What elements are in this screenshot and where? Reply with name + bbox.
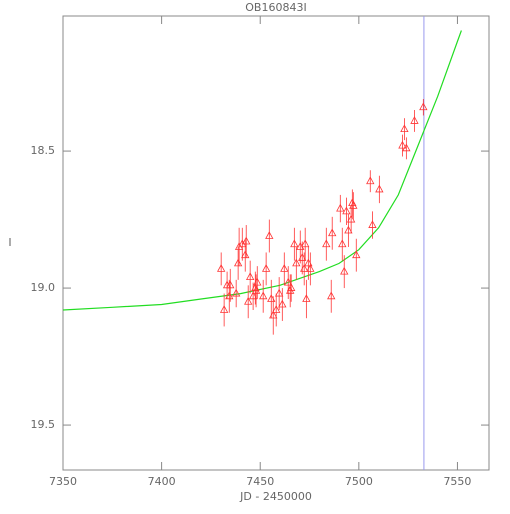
data-point — [419, 102, 428, 111]
data-point — [272, 305, 281, 313]
data-point — [402, 143, 411, 152]
data-point — [259, 291, 268, 300]
data-point — [238, 239, 247, 248]
data-point — [342, 206, 351, 215]
data-point — [327, 291, 336, 300]
data-point — [244, 296, 253, 305]
data-point — [290, 239, 299, 248]
x-tick-label: 7500 — [345, 475, 373, 488]
y-tick-label: 19.5 — [31, 418, 56, 431]
data-point — [344, 225, 353, 234]
data-point — [306, 264, 315, 272]
data-point — [328, 228, 337, 237]
data-point — [265, 231, 274, 239]
data-point — [278, 299, 287, 308]
data-point — [241, 250, 250, 259]
y-tick-label: 19.0 — [31, 281, 56, 294]
data-point — [366, 176, 375, 185]
data-point — [280, 264, 289, 272]
data-point — [410, 116, 419, 124]
plot-frame — [62, 15, 490, 471]
data-point — [269, 310, 278, 319]
x-tick-label: 7400 — [148, 475, 176, 488]
data-point — [287, 283, 296, 291]
data-point — [242, 236, 251, 245]
x-tick-label: 7350 — [49, 475, 77, 488]
data-point — [346, 214, 356, 223]
data-point — [375, 184, 384, 193]
y-axis-label: I — [8, 236, 11, 249]
data-point — [274, 288, 284, 297]
data-point — [348, 198, 357, 207]
data-point — [219, 305, 229, 313]
x-axis-label: JD - 2450000 — [239, 490, 312, 503]
data-point — [340, 266, 349, 275]
model-curve — [62, 30, 462, 311]
chart-title: OB160843I — [245, 1, 306, 14]
data-point — [301, 239, 310, 248]
data-point — [300, 264, 309, 272]
data-point — [368, 220, 377, 228]
data-point — [245, 272, 255, 281]
data-point — [302, 294, 311, 302]
x-tick-label: 7550 — [443, 475, 471, 488]
data-point — [234, 242, 244, 250]
data-point — [233, 258, 243, 267]
data-point — [336, 203, 345, 212]
y-tick-label: 18.5 — [31, 144, 56, 157]
data-point — [217, 264, 226, 272]
data-point — [398, 140, 407, 149]
x-tick-label: 7450 — [246, 475, 274, 488]
data-point — [248, 291, 258, 300]
data-point — [400, 124, 409, 133]
data-point — [253, 277, 262, 286]
data-point — [349, 201, 358, 209]
data-point — [261, 264, 271, 272]
data-point — [338, 239, 347, 248]
data-point — [226, 280, 235, 289]
data-point — [322, 239, 331, 248]
data-point — [251, 285, 261, 294]
data-point — [231, 288, 241, 297]
data-point — [292, 258, 301, 267]
data-point — [225, 291, 234, 300]
data-point — [286, 285, 295, 294]
data-point — [352, 250, 361, 259]
